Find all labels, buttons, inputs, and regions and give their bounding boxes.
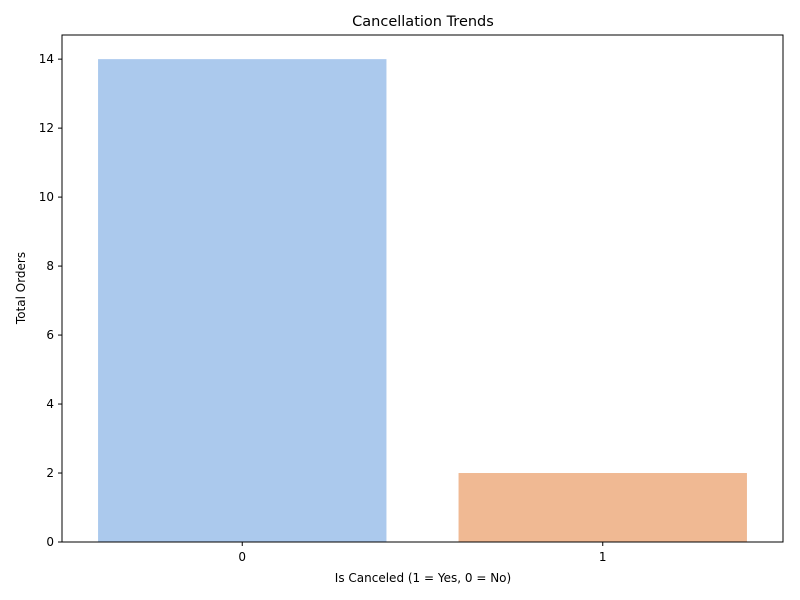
y-axis-title: Total Orders	[14, 252, 28, 325]
x-axis-title: Is Canceled (1 = Yes, 0 = No)	[335, 571, 511, 585]
chart-title: Cancellation Trends	[352, 14, 494, 30]
y-tick-label: 14	[39, 52, 54, 66]
y-tick-label: 2	[46, 466, 54, 480]
y-tick-label: 6	[46, 328, 54, 342]
x-tick-label: 1	[599, 550, 607, 564]
y-tick-label: 10	[39, 190, 54, 204]
y-tick-label: 12	[39, 121, 54, 135]
bar-0	[98, 59, 387, 543]
x-tick-label: 0	[238, 550, 246, 564]
bar-1	[458, 473, 747, 542]
plot-frame	[61, 34, 784, 543]
y-tick-label: 0	[46, 535, 54, 549]
y-tick-label: 8	[46, 259, 54, 273]
y-tick-label: 4	[46, 397, 54, 411]
